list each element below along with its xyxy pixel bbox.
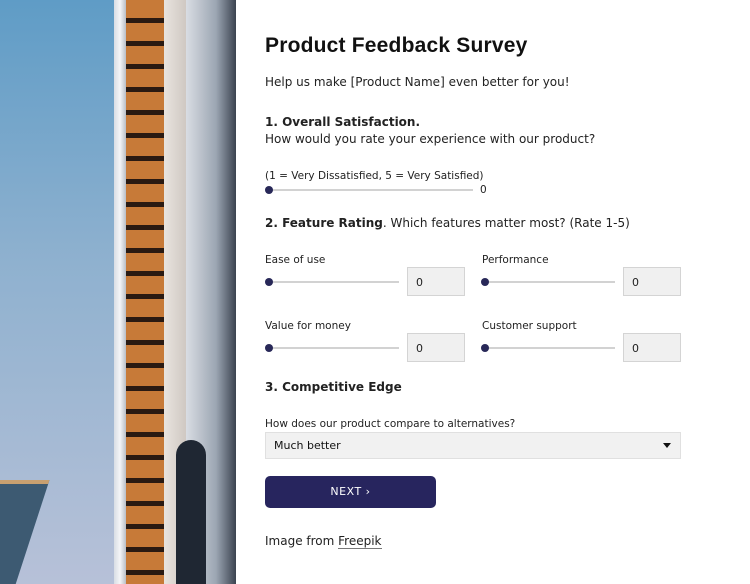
page-title: Product Feedback Survey — [265, 34, 528, 57]
slider-handle[interactable] — [265, 186, 273, 194]
ease-of-use-input[interactable]: 0 — [407, 267, 465, 296]
chevron-right-icon: › — [365, 485, 371, 498]
freepik-link[interactable]: Freepik — [338, 534, 382, 549]
satisfaction-slider[interactable] — [265, 186, 473, 194]
selected-option: Much better — [274, 439, 341, 452]
q1-heading: 1. Overall Satisfaction. — [265, 115, 421, 129]
q1-scale: (1 = Very Dissatisfied, 5 = Very Satisfi… — [265, 170, 484, 182]
rating-label: Performance — [482, 254, 549, 266]
slider-handle[interactable] — [265, 278, 273, 286]
ease-of-use-slider[interactable] — [265, 278, 399, 286]
customer-support-input[interactable]: 0 — [623, 333, 681, 362]
rating-label: Customer support — [482, 320, 577, 332]
next-button[interactable]: NEXT › — [265, 476, 436, 508]
satisfaction-value: 0 — [480, 184, 487, 196]
value-for-money-slider[interactable] — [265, 344, 399, 352]
performance-slider[interactable] — [481, 278, 615, 286]
slider-handle[interactable] — [481, 344, 489, 352]
customer-support-slider[interactable] — [481, 344, 615, 352]
rating-label: Value for money — [265, 320, 351, 332]
image-credit: Image from Freepik — [265, 534, 382, 549]
rating-label: Ease of use — [265, 254, 326, 266]
q2-heading: 2. Feature Rating. Which features matter… — [265, 216, 630, 230]
q2-heading-bold: 2. Feature Rating — [265, 216, 383, 230]
building-photo — [0, 0, 236, 584]
performance-input[interactable]: 0 — [623, 267, 681, 296]
credit-prefix: Image from — [265, 534, 339, 548]
value-for-money-input[interactable]: 0 — [407, 333, 465, 362]
caret-down-icon — [663, 443, 671, 448]
next-label: NEXT — [330, 485, 362, 498]
q1-question: How would you rate your experience with … — [265, 132, 596, 146]
q2-question: . Which features matter most? (Rate 1-5) — [382, 216, 630, 230]
q3-heading: 3. Competitive Edge — [265, 380, 402, 394]
q3-question: How does our product compare to alternat… — [265, 418, 516, 430]
intro-text: Help us make [Product Name] even better … — [265, 75, 570, 89]
slider-handle[interactable] — [481, 278, 489, 286]
comparison-select[interactable]: Much better — [265, 432, 681, 459]
slider-handle[interactable] — [265, 344, 273, 352]
